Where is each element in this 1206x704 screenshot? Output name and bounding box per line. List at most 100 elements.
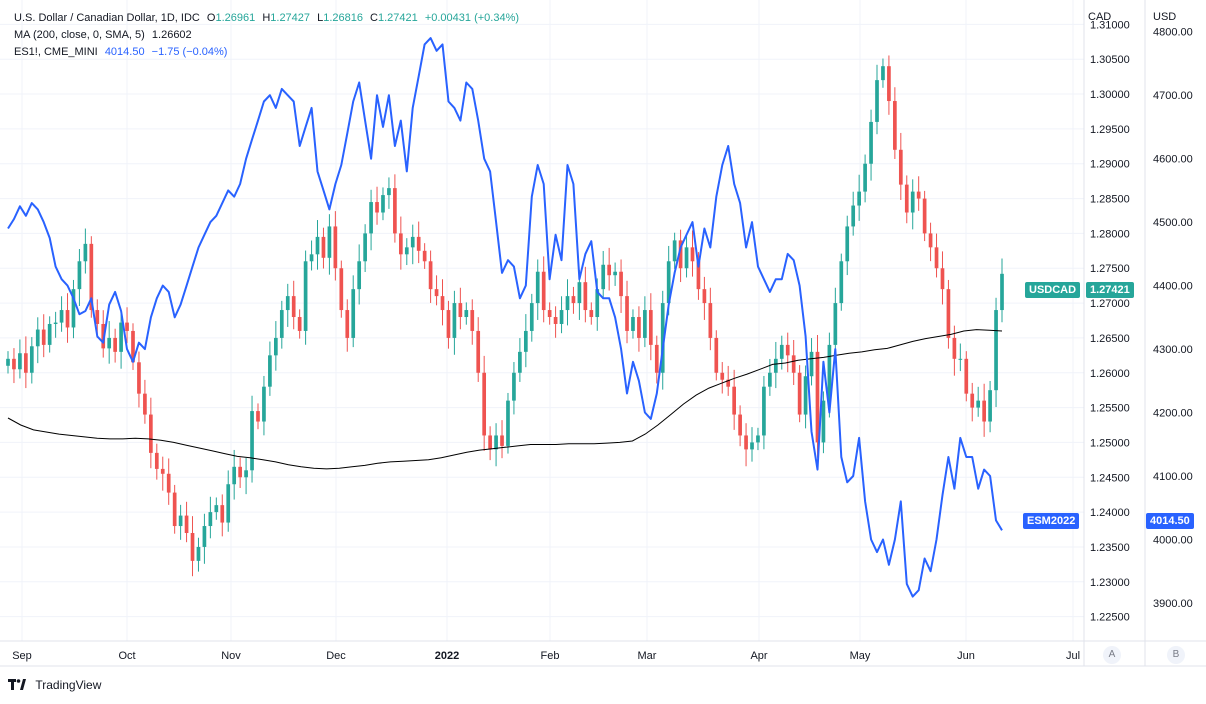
x-tick-label: Jul [1066,650,1080,662]
x-tick-label: Sep [12,650,32,662]
candle-body [958,358,963,360]
candle-body [410,236,415,248]
candle-body [589,310,594,318]
es-name-tag: ESM2022 [1023,513,1080,529]
candle-body [666,261,671,304]
cad-tick-label: 1.30500 [1090,54,1130,66]
usd-tick-label: 4600.00 [1153,154,1193,166]
legend-h-label: H [262,12,271,24]
cad-tick-label: 1.28500 [1090,194,1130,206]
legend-c-value: 1.27421 [378,12,418,24]
candle-body [833,303,838,345]
candle-body [553,317,558,324]
legend-h-value: 1.27427 [270,12,311,24]
candle-body [809,351,814,377]
legend-o-label: O [206,12,216,24]
legend: U.S. Dollar / Canadian Dollar, 1D, IDC O… [14,10,519,61]
candle-body [821,400,826,443]
candle-body [440,296,445,311]
usd-tick-label: 4000.00 [1153,534,1193,546]
legend-symbol-row: U.S. Dollar / Canadian Dollar, 1D, IDC O… [14,10,519,27]
candle-body [982,400,986,422]
candle-body [327,226,332,258]
candle-body [607,264,612,276]
candle-body [785,344,790,356]
candle-body [387,188,391,196]
candle-body [726,379,731,387]
candle-body [797,372,802,415]
candle-body [232,466,237,485]
candle-body [393,188,397,234]
cad-tick-label: 1.27000 [1090,298,1130,310]
candle-body [404,247,409,255]
candle-body [500,435,504,446]
legend-ma-label: MA (200, close, 0, SMA, 5) [14,29,145,41]
footer: TradingView [8,677,101,692]
candle-body [916,191,921,199]
tradingview-brand: TradingView [35,677,102,692]
candle-body [470,310,475,331]
candle-body [660,303,665,373]
cad-tick-label: 1.28000 [1090,228,1130,240]
cad-tick-label: 1.23000 [1090,577,1130,589]
candle-body [732,386,737,415]
legend-title: U.S. Dollar / Canadian Dollar, 1D, IDC [14,12,200,24]
candle-body [952,337,957,359]
x-tick-label: Oct [118,650,135,662]
candle-body [345,310,350,338]
candle-body [291,296,296,318]
candle-body [881,66,885,81]
candle-body [773,358,778,373]
candle-body [768,372,772,387]
cad-tick-label: 1.25500 [1090,403,1130,415]
candle-body [922,198,927,234]
candle-body [690,247,695,262]
candle-body [654,344,659,373]
b-scale-button[interactable]: B [1167,646,1185,664]
candle-body [24,353,28,373]
candle-body [214,505,219,513]
cad-tick-label: 1.27500 [1090,263,1130,275]
es-line [7,37,1003,598]
candle-body [702,289,707,304]
candle-body [297,317,302,331]
candle-body [208,512,213,527]
candle-body [595,289,600,318]
candle-body [244,470,248,478]
candle-body [273,337,278,356]
candle-body [190,533,195,561]
candle-body [65,310,70,328]
candle-body [940,268,945,290]
candle-body [738,414,742,436]
auto-scale-button[interactable]: A [1103,646,1121,664]
candle-body [720,372,725,380]
cad-tick-label: 1.25000 [1090,437,1130,449]
candle-body [464,310,469,318]
candle-body [119,322,123,352]
candle-body [238,466,242,478]
candle-body [166,473,171,493]
candle-body [839,261,844,304]
candle-body [268,355,272,387]
candle-body [779,344,784,359]
grid [0,0,1084,641]
legend-c-label: C [370,12,378,24]
candle-body [89,243,94,311]
candle-body [762,386,766,436]
candle-body [904,184,909,213]
x-axis-ticks: Sep Oct Nov Dec 2022 Feb Mar Apr May Jun Jul [12,650,1080,662]
x-tick-label: Feb [541,650,560,662]
candle-body [53,322,58,324]
candle-body [476,330,481,373]
candle-body [12,358,16,370]
tradingview-logo-icon [8,678,26,690]
candle-body [601,264,606,290]
x-tick-label: May [850,650,871,662]
candle-body [541,271,546,311]
candle-body [107,337,112,349]
candle-body [684,247,689,269]
candle-body [160,468,165,474]
candle-body [970,393,975,408]
